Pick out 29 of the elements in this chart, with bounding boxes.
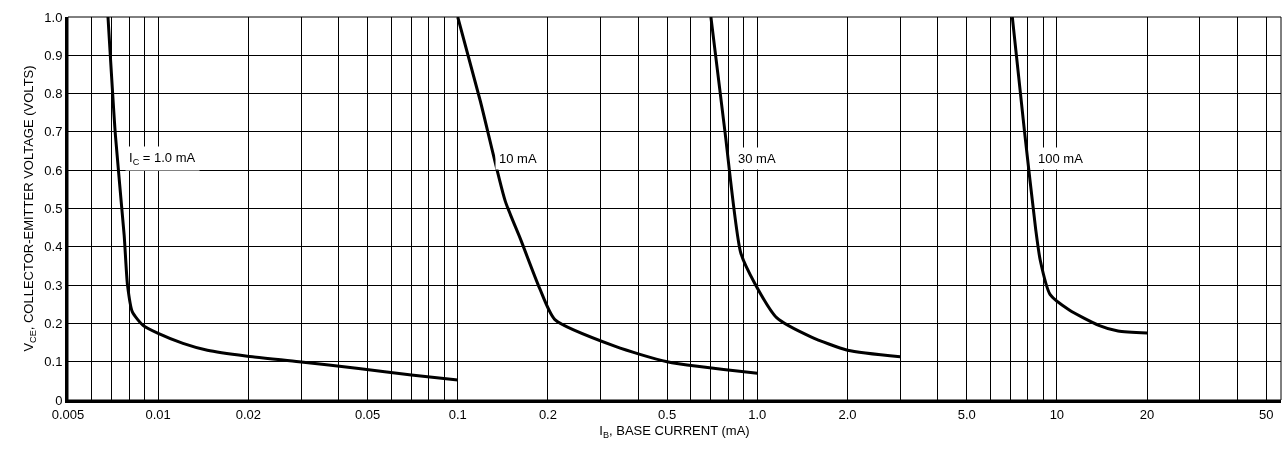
y-tick-label: 0.8 xyxy=(44,86,63,102)
x-tick-label: 20 xyxy=(1139,406,1155,422)
x-axis-title: I$_{B}$, BASE CURRENT (mA) xyxy=(599,423,750,440)
y-tick-label: 0.6 xyxy=(44,162,63,178)
annotation: 10 mA xyxy=(499,151,537,166)
x-tick-label: 0.2 xyxy=(538,406,557,422)
annotation: 100 mA xyxy=(1038,151,1084,166)
annotation: 30 mA xyxy=(738,151,776,166)
y-tick-label: 0.4 xyxy=(44,239,63,255)
x-tick-label: 0.02 xyxy=(235,406,262,422)
x-tick-label: 0.5 xyxy=(658,406,677,422)
y-tick-label: 0.2 xyxy=(44,315,63,331)
x-tick-label: 2.0 xyxy=(838,406,857,422)
y-tick-label: 0 xyxy=(55,392,63,408)
x-tick-label: 0.005 xyxy=(51,406,85,422)
x-tick-label: 5.0 xyxy=(957,406,976,422)
x-tick-label: 1.0 xyxy=(748,406,767,422)
x-tick-label: 10 xyxy=(1049,406,1065,422)
y-tick-label: 0.7 xyxy=(44,124,63,140)
y-tick-label: 0.3 xyxy=(44,277,63,293)
x-tick-label: 0.01 xyxy=(145,406,171,422)
y-tick-label: 0.9 xyxy=(44,47,63,63)
y-tick-label: 1.0 xyxy=(44,9,63,25)
annotation: I$_{C}$ = 1.0 mA xyxy=(129,150,196,167)
y-tick-label: 0.5 xyxy=(44,201,63,217)
y-tick-label: 0.1 xyxy=(44,354,63,370)
x-tick-label: 0.05 xyxy=(354,406,381,422)
x-tick-label: 0.1 xyxy=(448,406,467,422)
x-tick-label: 50 xyxy=(1259,406,1274,422)
